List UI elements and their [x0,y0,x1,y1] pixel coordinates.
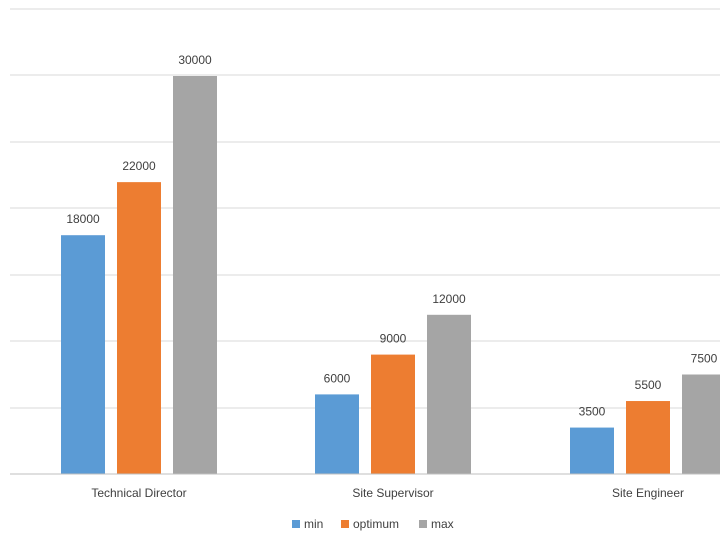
category-label: Site Supervisor [352,486,433,500]
bar-optimum-3 [626,401,670,474]
bar-min-3 [570,427,614,474]
bar-min-2 [315,394,359,474]
data-label: 6000 [324,371,351,385]
bars [61,76,720,474]
legend-swatch [292,520,300,528]
gridlines [10,8,720,409]
bar-min-1 [61,235,105,474]
legend-label: min [304,517,323,531]
legend-item-min: min [292,517,323,531]
legend-label: max [431,517,454,531]
data-label: 12000 [432,292,466,306]
data-label: 9000 [380,332,407,346]
bar-max-3 [682,374,720,474]
legend-swatch [419,520,427,528]
bar-max-2 [427,314,471,474]
data-label: 30000 [178,53,212,67]
legend-swatch [341,520,349,528]
data-label: 7500 [691,352,718,366]
bar-optimum-1 [117,182,161,474]
legend-label: optimum [353,517,399,531]
bar-max-1 [173,76,217,474]
category-label: Site Engineer [612,486,684,500]
legend: min optimum max [292,517,454,531]
category-labels: Technical Director Site Supervisor Site En… [91,486,684,500]
data-label: 18000 [66,212,100,226]
data-label: 22000 [122,159,156,173]
legend-item-max: max [419,517,454,531]
data-label: 5500 [635,378,662,392]
legend-item-optimum: optimum [341,517,399,531]
data-label: 3500 [579,405,606,419]
bar-optimum-2 [371,354,415,474]
value-labels: 18000 6000 3500 22000 9000 5500 30000 12000 7500 [66,53,717,419]
category-label: Technical Director [91,486,186,500]
